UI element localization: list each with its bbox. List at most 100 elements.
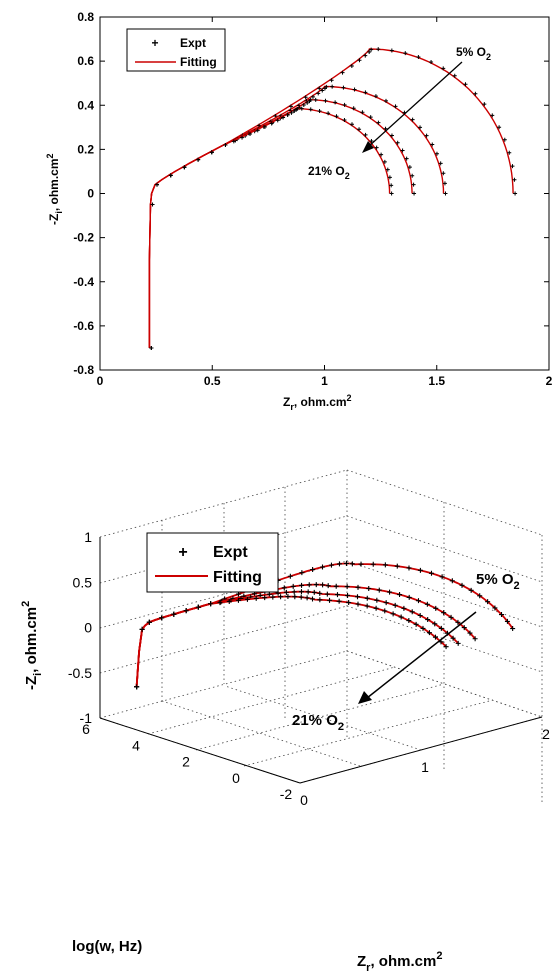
expt-point-2d [379, 152, 384, 157]
expt-point-2d [404, 156, 409, 161]
z-tick-label-3d: 0.5 [73, 574, 93, 590]
expt-point-3d [461, 625, 467, 631]
expt-point-2d [326, 111, 331, 116]
expt-point-2d [329, 78, 334, 83]
expt-point-2d [262, 124, 267, 129]
expt-point-3d [387, 589, 393, 595]
expt-point-3d [313, 582, 319, 588]
annotation-arrow-2d [362, 61, 463, 153]
y-tick-label-2d: 0 [87, 187, 94, 201]
expt-point-2d [412, 191, 417, 196]
expt-point-3d [292, 594, 298, 600]
expt-point-2d [340, 70, 345, 75]
expt-point-3d [306, 582, 312, 588]
expt-point-2d [330, 84, 335, 89]
expt-point-2d [430, 142, 435, 147]
expt-point-2d [303, 95, 308, 100]
expt-point-3d [472, 636, 478, 642]
expt-point-3d [320, 582, 326, 588]
expt-point-3d [266, 591, 272, 597]
expt-point-3d [208, 601, 214, 607]
y-tick-label-2d: -0.6 [73, 319, 94, 333]
annotation-5pct-3d: 5% O2 [476, 571, 520, 592]
expt-point-3d [344, 584, 350, 590]
expt-point-3d [327, 597, 333, 603]
expt-point-3d [195, 604, 201, 610]
expt-point-3d [235, 597, 241, 603]
y-tick-label-2d: 0.4 [77, 98, 94, 112]
y-tick-label-2d: -0.2 [73, 231, 94, 245]
fitting-line-3d-2 [135, 590, 459, 687]
expt-point-2d [357, 127, 362, 132]
expt-point-2d [389, 133, 394, 138]
expt-point-2d [383, 126, 388, 131]
expt-point-3d [139, 626, 145, 632]
expt-point-3d [134, 684, 140, 690]
expt-point-3d [183, 608, 189, 614]
legend-expt-label-2d: Expt [180, 36, 206, 50]
expt-point-3d [366, 585, 372, 591]
expt-point-3d [298, 589, 304, 595]
annotation-arrow-3d [358, 611, 477, 704]
x-tick-label-3d: 2 [542, 726, 550, 742]
x-tick-label-2d: 1 [321, 374, 328, 388]
y-tick-label-2d: 0.6 [77, 54, 94, 68]
expt-point-3d [354, 594, 360, 600]
expt-point-3d [336, 561, 342, 567]
expt-point-2d [316, 91, 321, 96]
expt-point-3d [417, 567, 423, 573]
expt-point-2d [289, 110, 294, 115]
expt-point-2d [395, 140, 400, 145]
z-tick-label-3d: 0 [84, 620, 92, 636]
expt-point-3d [364, 603, 370, 609]
expt-point-3d [270, 594, 276, 600]
expt-point-3d [171, 611, 177, 617]
expt-point-2d [452, 73, 457, 78]
expt-point-3d [398, 614, 404, 620]
expt-point-2d [376, 120, 381, 125]
series-3d [134, 560, 516, 690]
expt-point-3d [441, 610, 447, 616]
expt-point-2d [350, 122, 355, 127]
legend-box-3d [146, 532, 279, 593]
expt-point-3d [459, 582, 465, 588]
expt-point-2d [149, 345, 154, 350]
expt-point-3d [334, 592, 340, 598]
expt-point-2d [510, 164, 515, 169]
expt-point-3d [448, 614, 454, 620]
expt-point-3d [376, 587, 382, 593]
fitting-line-3d-3 [135, 595, 447, 687]
expt-point-3d [217, 600, 223, 606]
expt-point-2d [317, 86, 322, 91]
z-tick-label-3d: -0.5 [68, 665, 92, 681]
expt-point-2d [324, 84, 329, 89]
expt-point-3d [320, 564, 326, 570]
expt-point-3d [392, 602, 398, 608]
expt-point-2d [182, 165, 187, 170]
expt-point-3d [253, 595, 259, 601]
expt-point-2d [285, 113, 290, 118]
expt-point-2d [369, 47, 374, 52]
expt-point-3d [291, 589, 297, 595]
legend-fitting-label-2d: Fitting [180, 55, 217, 69]
expt-point-3d [433, 605, 439, 611]
expt-point-3d [504, 618, 510, 624]
expt-point-3d [287, 573, 293, 579]
series-2d [148, 47, 518, 350]
expt-point-3d [415, 598, 421, 604]
y-tick-label-2d: -0.4 [73, 275, 94, 289]
expt-point-2d [288, 104, 293, 109]
expt-point-2d [342, 117, 347, 122]
expt-point-3d [432, 621, 438, 627]
expt-point-3d [425, 617, 431, 623]
legend-expt-label-3d: Expt [213, 544, 248, 561]
y-ticks-2d: -0.8 -0.6 -0.4 -0.2 0 0.2 0.4 0.6 0.8 [73, 10, 549, 377]
expt-point-2d [441, 66, 446, 71]
expt-point-3d [468, 587, 474, 593]
expt-point-3d [406, 565, 412, 571]
y-tick-label-3d: 0 [232, 770, 240, 786]
expt-point-3d [283, 589, 289, 595]
expt-point-2d [418, 125, 423, 130]
expt-point-3d [397, 592, 403, 598]
expt-point-3d [317, 590, 323, 596]
